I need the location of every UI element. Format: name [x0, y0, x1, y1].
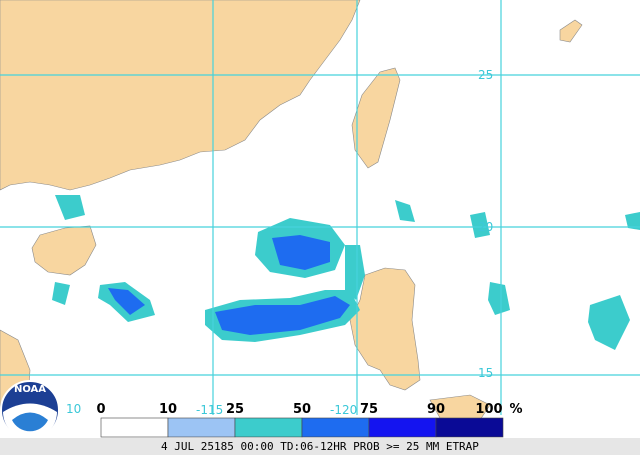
noaa-logo: NOAA: [0, 380, 60, 440]
legend-label: 25: [226, 402, 244, 417]
legend: 0 10 25 50 75 90 100%: [96, 402, 523, 438]
legend-swatch: [234, 417, 303, 438]
lon-label: -120: [330, 403, 357, 417]
lat-label: 10: [66, 402, 81, 416]
logo-text: NOAA: [14, 384, 46, 395]
legend-label: 10: [159, 402, 177, 417]
legend-swatch: [301, 417, 370, 438]
legend-label: 90: [427, 402, 445, 417]
footer-text: 4 JUL 25185 00:00 TD:06-12HR PROB >= 25 …: [161, 440, 479, 453]
legend-label: 0: [96, 402, 105, 417]
legend-unit: %: [509, 402, 522, 417]
land: [0, 0, 583, 421]
legend-swatch: [368, 417, 437, 438]
legend-swatch: [435, 417, 504, 438]
graticule: [0, 0, 640, 415]
rain-areas: [52, 195, 640, 350]
lon-label: -115: [196, 403, 223, 417]
lat-label: 25: [478, 68, 493, 82]
footer-bar: [0, 438, 640, 455]
legend-label: 75: [360, 402, 378, 417]
legend-swatch: [167, 417, 236, 438]
legend-swatch: [100, 417, 169, 438]
legend-label: 100: [475, 402, 502, 417]
lat-label: 15: [478, 366, 493, 380]
legend-label: 50: [293, 402, 311, 417]
lat-label: 20: [478, 220, 493, 234]
